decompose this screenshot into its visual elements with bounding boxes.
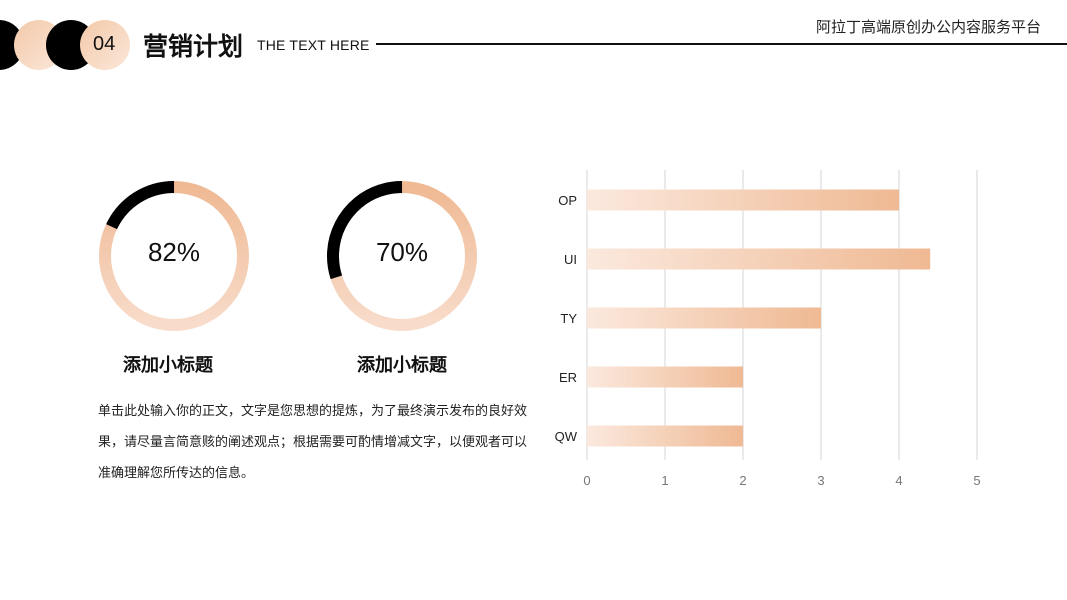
donut-chart-1 — [99, 181, 249, 331]
header-circle-peach-right — [80, 20, 130, 70]
x-tick-label: 3 — [817, 473, 824, 488]
x-tick-label: 0 — [583, 473, 590, 488]
bar-chart: 0 1 2 3 4 5 OP UI TY ER QW — [555, 170, 981, 488]
page-title: 营销计划 — [143, 32, 244, 61]
platform-name: 阿拉丁高端原创办公内容服务平台 — [815, 18, 1041, 36]
category-label-er: ER — [559, 370, 577, 385]
category-label-ty: TY — [560, 311, 577, 326]
body-paragraph: 单击此处输入你的正文，文字是您思想的提炼，为了最终演示发布的良好效果，请尽量言简… — [98, 404, 528, 481]
page-subtitle: THE TEXT HERE — [257, 37, 370, 53]
x-tick-label: 2 — [739, 473, 746, 488]
bar-er — [587, 366, 743, 388]
category-label-ui: UI — [564, 252, 577, 267]
bar-ui — [587, 248, 931, 270]
header-divider — [376, 43, 1067, 45]
donut-2-remainder-arc — [327, 181, 477, 331]
x-tick-label: 4 — [895, 473, 902, 488]
x-tick-label: 1 — [661, 473, 668, 488]
bar-op — [587, 189, 899, 211]
category-label-qw: QW — [555, 429, 578, 444]
bar-ty — [587, 307, 821, 329]
donut-2-label: 70% — [375, 237, 429, 267]
donut-chart-2 — [327, 181, 477, 331]
donut-1-label: 82% — [147, 237, 201, 267]
donut-1-remainder-arc — [99, 181, 249, 331]
section-number: 04 — [93, 33, 116, 55]
category-label-op: OP — [558, 193, 577, 208]
donut-1-heading: 添加小标题 — [123, 355, 213, 376]
bar-qw — [587, 425, 743, 447]
x-tick-label: 5 — [973, 473, 980, 488]
donut-2-heading: 添加小标题 — [357, 355, 447, 376]
